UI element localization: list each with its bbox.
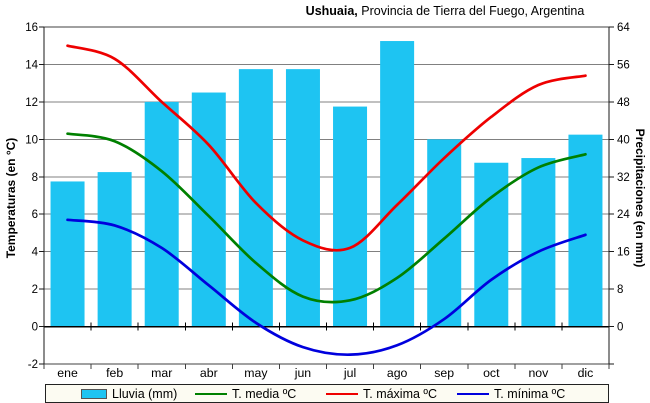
left-axis-tick-label: 4 xyxy=(32,247,39,259)
right-axis-tick-label: 48 xyxy=(617,97,630,109)
left-axis-tick-label: 10 xyxy=(25,134,38,146)
legend-label: T. media ºC xyxy=(232,386,297,401)
tminima-line-icon xyxy=(457,392,489,395)
bar-sep xyxy=(427,139,462,327)
right-axis-tick-label: 64 xyxy=(617,22,630,34)
left-axis-tick-label: 8 xyxy=(32,172,38,184)
month-label: abr xyxy=(200,366,218,380)
legend-item-tminima: T. mínima ºC xyxy=(457,385,565,402)
legend-label: T. mínima ºC xyxy=(494,386,566,401)
left-axis-tick-label: 14 xyxy=(25,59,38,71)
bar-mar xyxy=(144,101,179,327)
left-axis-tick-label: 16 xyxy=(25,22,38,34)
chart-title-city: Ushuaia, xyxy=(305,4,358,18)
legend-item-tmedia: T. media ºC xyxy=(195,385,296,402)
bar-dic xyxy=(568,134,603,327)
month-label: feb xyxy=(106,366,123,380)
right-axis-tick-label: 40 xyxy=(617,134,630,146)
month-label: ago xyxy=(387,366,408,380)
line-t--media--c xyxy=(66,132,587,304)
month-label: may xyxy=(244,366,268,380)
bar-abr xyxy=(191,92,226,327)
bar-jun xyxy=(285,69,320,327)
bar-may xyxy=(238,69,273,327)
left-axis-tick-label: -2 xyxy=(28,359,38,371)
right-axis-tick-label: 8 xyxy=(617,284,623,296)
bar-ene xyxy=(50,181,85,327)
tmaxima-line-icon xyxy=(326,392,358,395)
bar-jul xyxy=(333,106,368,327)
bar-feb xyxy=(97,172,132,327)
month-label: sep xyxy=(434,366,454,380)
line-t--m-nima--c xyxy=(66,218,587,356)
chart-title-region: Provincia de Tierra del Fuego, Argentina xyxy=(357,4,585,18)
right-axis-tick-label: 56 xyxy=(617,59,630,71)
left-axis-tick-label: 0 xyxy=(32,322,38,334)
left-axis-tick-label: 12 xyxy=(25,97,38,109)
right-axis-tick-label: 24 xyxy=(617,209,630,221)
right-axis-tick-label: 16 xyxy=(617,247,630,259)
line-t--m-xima--c xyxy=(66,44,587,252)
month-label: ene xyxy=(57,366,78,380)
right-axis-tick-label: 0 xyxy=(617,322,623,334)
legend-item-lluvia: Lluvia (mm) xyxy=(81,385,177,402)
month-label: mar xyxy=(151,366,172,380)
legend-label: T. máxima ºC xyxy=(363,386,438,401)
chart-title: Ushuaia, Provincia de Tierra del Fuego, … xyxy=(240,4,650,18)
month-label: oct xyxy=(483,366,500,380)
right-axis-tick-label: 32 xyxy=(617,172,630,184)
month-label: jun xyxy=(294,366,312,380)
month-label: dic xyxy=(578,366,594,380)
month-label: jul xyxy=(343,366,356,380)
month-label: nov xyxy=(528,366,549,380)
legend-item-tmaxima: T. máxima ºC xyxy=(326,385,437,402)
bar-nov xyxy=(521,158,556,327)
legend-label: Lluvia (mm) xyxy=(112,386,178,401)
lluvia-swatch-icon xyxy=(81,388,107,399)
left-axis-tick-label: 2 xyxy=(32,284,38,296)
legend: Lluvia (mm) T. media ºC T. máxima ºC T. … xyxy=(45,384,609,403)
tmedia-line-icon xyxy=(195,392,227,395)
left-axis-tick-label: 6 xyxy=(32,209,38,221)
